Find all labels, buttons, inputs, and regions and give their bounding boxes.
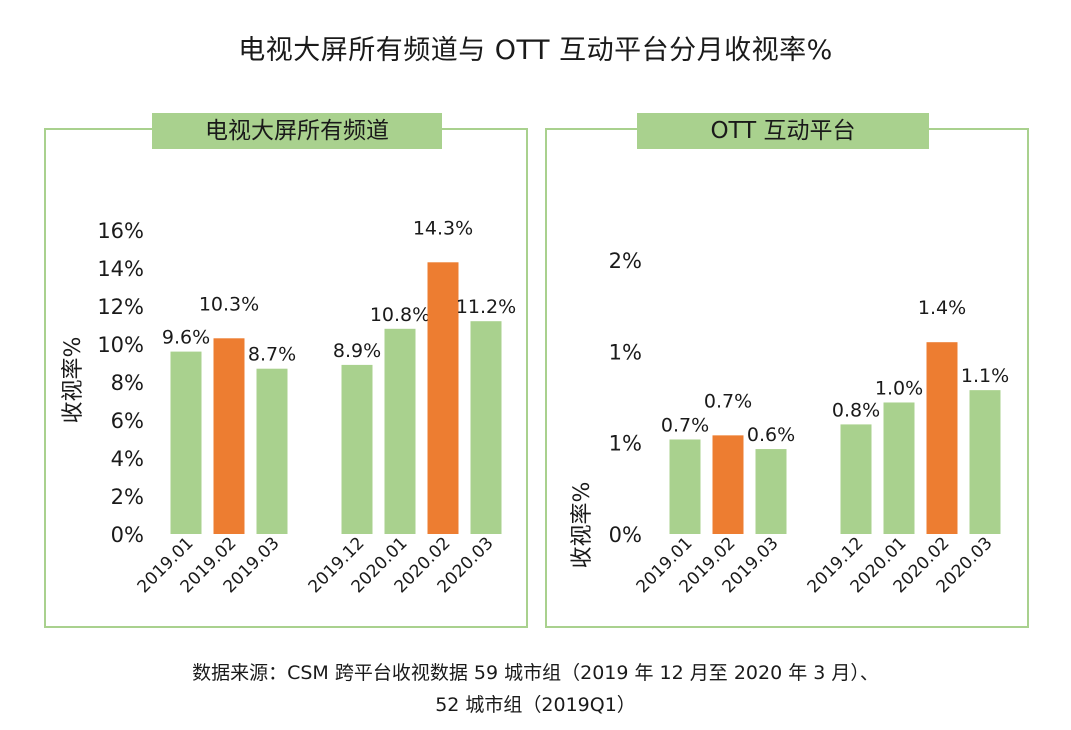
y-tick-label: 1% (609, 432, 642, 456)
bar-2019.03 (755, 449, 787, 534)
y-tick-label: 2% (609, 249, 642, 273)
y-tick-label: 8% (111, 371, 144, 395)
bar-2019.12 (840, 424, 872, 534)
data-label: 0.8% (832, 399, 880, 421)
y-axis-title: 收视率% (570, 482, 595, 569)
data-label: 9.6% (162, 327, 210, 349)
bar-2020.03 (969, 390, 1001, 534)
tv-bar-chart: 0%2%4%6%8%10%12%14%16%收视率% 9.6%2019.0110.… (61, 217, 516, 597)
panel-title-ott: OTT 互动平台 (637, 113, 929, 149)
data-label: 10.3% (199, 293, 259, 315)
panel-title-tv: 电视大屏所有频道 (152, 113, 442, 149)
bar-2019.12 (341, 364, 373, 534)
data-label: 11.2% (456, 296, 516, 318)
panel-ott: OTT 互动平台 0% 1% 1% 2% 收视率% 0.7% 2019.01 0.7% 2019… (545, 113, 1029, 628)
y-tick-label: 10% (97, 333, 144, 357)
y-axis-title: 收视率% (61, 337, 86, 424)
data-label: 1.1% (961, 365, 1009, 387)
y-tick-label: 1% (609, 340, 642, 364)
data-label: 1.4% (918, 297, 966, 319)
bar-2019.01 (669, 439, 701, 534)
bar-2020.03 (470, 321, 502, 534)
y-tick-label: 0% (609, 523, 642, 547)
y-tick-label: 12% (97, 295, 144, 319)
ott-bar-chart: 0%1%1%2%收视率%0.7%2019.010.7%2019.020.6%20… (570, 249, 1009, 597)
data-label: 10.8% (370, 304, 430, 326)
bar-2019.02 (712, 435, 744, 534)
panel-tv-all-channels: 电视大屏所有频道 0% 2% 4% 6% 8% 10% 12% 14% 16% 收视率% 9.6% 2… (44, 113, 528, 628)
y-tick-label: 16% (97, 219, 144, 243)
bar-2019.01 (170, 351, 202, 534)
data-label: 0.7% (661, 414, 709, 436)
y-tick-label: 14% (97, 257, 144, 281)
y-tick-label: 2% (111, 485, 144, 509)
y-tick-label: 0% (111, 523, 144, 547)
data-label: 0.7% (704, 390, 752, 412)
bar-2020.01 (384, 328, 416, 534)
data-label: 0.6% (747, 424, 795, 446)
y-tick-label: 4% (111, 447, 144, 471)
data-label: 14.3% (413, 217, 473, 239)
bar-2020.02 (926, 342, 958, 534)
chart-title: 电视大屏所有频道与 OTT 互动平台分月收视率% (238, 35, 833, 66)
data-label: 1.0% (875, 377, 923, 399)
bar-2020.01 (883, 402, 915, 534)
bar-2020.02 (427, 262, 459, 534)
data-label: 8.9% (333, 340, 381, 362)
bar-2019.03 (256, 368, 288, 534)
source-note: 数据来源：CSM 跨平台收视数据 59 城市组（2019 年 12 月至 202… (192, 662, 879, 684)
source-note-2: 52 城市组（2019Q1） (435, 694, 636, 716)
bar-2019.02 (213, 338, 245, 534)
data-label: 8.7% (248, 344, 296, 366)
y-tick-label: 6% (111, 409, 144, 433)
